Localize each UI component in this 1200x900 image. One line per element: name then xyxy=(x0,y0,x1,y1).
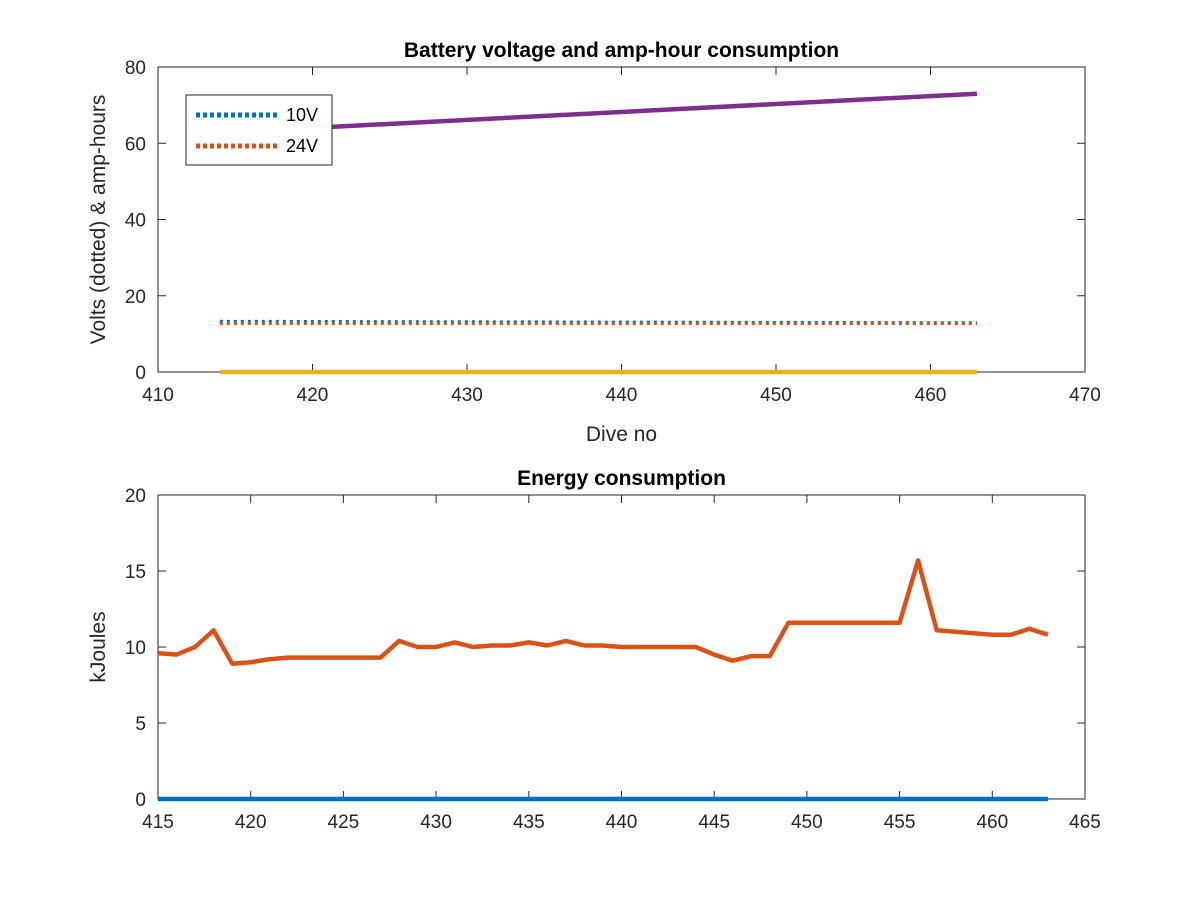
x-tick-label: 420 xyxy=(235,812,267,833)
x-axis-label: Dive no xyxy=(586,423,657,446)
x-tick-label: 455 xyxy=(884,812,916,833)
y-tick-label: 80 xyxy=(125,58,146,79)
x-tick-label: 410 xyxy=(142,385,174,406)
y-tick-label: 0 xyxy=(135,790,146,811)
x-tick-label: 430 xyxy=(451,385,483,406)
x-tick-label: 440 xyxy=(606,385,638,406)
y-axis-label: kJoules xyxy=(87,611,110,682)
x-tick-label: 450 xyxy=(791,812,823,833)
x-tick-label: 445 xyxy=(698,812,730,833)
battery-chart: 410 420 430 440 450 460 470 0 20 40 60 80 Battery vo… xyxy=(87,39,1101,446)
y-tick-label: 20 xyxy=(125,287,146,308)
legend: 10V 24V xyxy=(185,94,333,166)
x-tick-label: 470 xyxy=(1069,385,1101,406)
y-tick-label: 40 xyxy=(125,211,146,232)
legend-entry: 24V xyxy=(286,136,318,156)
series-line-0 xyxy=(157,558,1049,666)
y-tick-label: 20 xyxy=(125,486,146,507)
legend-box xyxy=(185,94,333,166)
chart-title: Battery voltage and amp-hour consumption xyxy=(404,39,839,62)
x-tick-label: 420 xyxy=(297,385,329,406)
x-tick-label: 440 xyxy=(606,812,638,833)
chart-title: Energy consumption xyxy=(517,467,726,490)
series-line-2 xyxy=(219,91,978,135)
y-tick-label: 10 xyxy=(125,638,146,659)
x-tick-label: 465 xyxy=(1069,812,1101,833)
y-axis-label: Volts (dotted) & amp-hours xyxy=(87,95,110,345)
x-tick-label: 460 xyxy=(976,812,1008,833)
y-tick-label: 0 xyxy=(135,363,146,384)
y-tick-label: 15 xyxy=(125,562,146,583)
y-tick-label: 60 xyxy=(125,134,146,155)
x-tick-label: 415 xyxy=(142,812,174,833)
x-tick-label: 450 xyxy=(760,385,792,406)
x-tick-label: 435 xyxy=(513,812,545,833)
legend-entry: 10V xyxy=(286,105,318,125)
energy-chart: 415 420 425 430 435 440 445 450 455 460 465 0 5 10 15 2… xyxy=(87,467,1101,833)
y-tick-label: 5 xyxy=(135,714,146,735)
x-tick-label: 425 xyxy=(328,812,360,833)
x-tick-label: 430 xyxy=(420,812,452,833)
x-tick-label: 460 xyxy=(915,385,947,406)
